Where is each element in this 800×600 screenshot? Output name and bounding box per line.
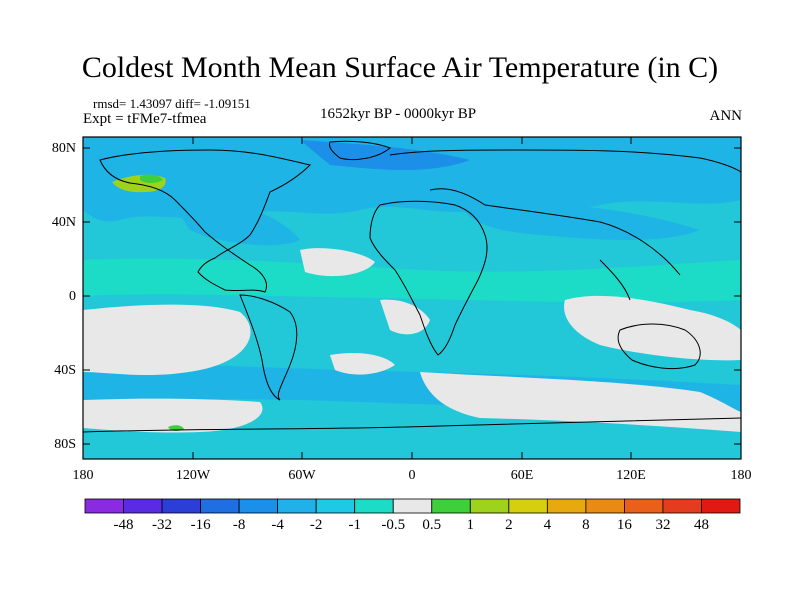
australia-outline: [617, 323, 701, 370]
africa-outline: [369, 200, 488, 356]
colorbar-swatch: [354, 498, 394, 514]
page-title: Coldest Month Mean Surface Air Temperatu…: [81, 51, 719, 84]
indo-pacific-neutral: [564, 295, 741, 361]
colorbar: [84, 498, 741, 514]
colorbar-swatch: [161, 498, 201, 514]
y-tick-40s: 40S: [54, 363, 76, 378]
colorbar-swatch: [662, 498, 702, 514]
colorbar-swatch: [277, 498, 317, 514]
colorbar-swatch: [585, 498, 625, 514]
x-tick-180e: 180: [730, 468, 752, 483]
colorbar-swatch: [546, 498, 587, 514]
colorbar-label: -0.5: [381, 517, 406, 533]
colorbar-label: 8: [582, 517, 590, 533]
colorbar-label: -32: [152, 517, 173, 533]
x-tick-120e: 120E: [616, 468, 646, 483]
colorbar-label: 0.5: [422, 517, 442, 533]
colorbar-label: -16: [190, 517, 211, 533]
colorbar-label: 4: [543, 517, 552, 533]
y-tick-80n: 80N: [51, 141, 76, 156]
x-tick-180w: 180: [72, 468, 94, 483]
y-tick-0: 0: [69, 289, 76, 304]
colorbar-label: 2: [505, 517, 513, 533]
southern-neutral-east: [420, 372, 741, 432]
south-pacific-neutral: [83, 304, 251, 376]
colorbar-label: -2: [309, 517, 323, 533]
colorbar-label: -1: [348, 517, 361, 533]
colorbar-swatch: [508, 498, 548, 514]
colorbar-swatch: [84, 498, 124, 514]
colorbar-label: 16: [616, 517, 632, 533]
stats-label: rmsd= 1.43097 diff= -1.09151: [93, 96, 251, 111]
eurasia-cool: [460, 203, 700, 240]
x-tick-120w: 120W: [175, 468, 211, 483]
alaska-warm-core: [140, 174, 163, 183]
eurasia-outline: [389, 149, 741, 301]
y-tick-80s: 80S: [54, 437, 76, 452]
colorbar-label: -4: [271, 517, 284, 533]
colorbar-swatch: [431, 498, 471, 514]
period-label: 1652kyr BP - 0000kyr BP: [320, 106, 477, 122]
colorbar-label: 48: [693, 517, 709, 533]
tropical-mild-band: [83, 258, 741, 303]
colorbar-label: 32: [655, 517, 671, 533]
season-label: ANN: [709, 108, 743, 124]
y-tick-40n: 40N: [51, 215, 76, 230]
colorbar-label: -8: [232, 517, 246, 533]
x-tick-0: 0: [408, 468, 416, 483]
arctic-cool-region: [83, 137, 741, 222]
x-tick-60w: 60W: [288, 468, 316, 483]
southern-neutral-west: [83, 398, 263, 433]
experiment-label: Expt = tFMe7-tfmea: [83, 111, 207, 127]
colorbar-label: -48: [113, 517, 134, 533]
africa-neutral: [380, 299, 430, 335]
south-atlantic-neutral: [330, 353, 395, 375]
north-america-cool: [170, 199, 300, 246]
colorbar-swatch: [238, 498, 279, 514]
colorbar-swatch: [624, 498, 664, 514]
arctic-cold-patch: [300, 140, 470, 170]
coastlines: [83, 140, 741, 433]
antarctica-outline: [83, 417, 741, 433]
colorbar-swatch: [200, 498, 240, 514]
atlantic-neutral: [300, 248, 375, 277]
colorbar-swatch: [315, 498, 356, 514]
greenland-outline: [329, 140, 391, 161]
colorbar-swatch: [701, 498, 741, 514]
colorbar-swatch: [469, 498, 510, 514]
colorbar-swatch: [123, 498, 163, 514]
colorbar-label: 1: [466, 517, 475, 533]
x-tick-60e: 60E: [510, 468, 534, 483]
axis-ticks: [82, 137, 742, 459]
north-america-outline: [99, 149, 311, 293]
south-america-outline: [239, 294, 298, 401]
colorbar-swatch: [392, 498, 433, 514]
temperature-field: [83, 137, 741, 459]
